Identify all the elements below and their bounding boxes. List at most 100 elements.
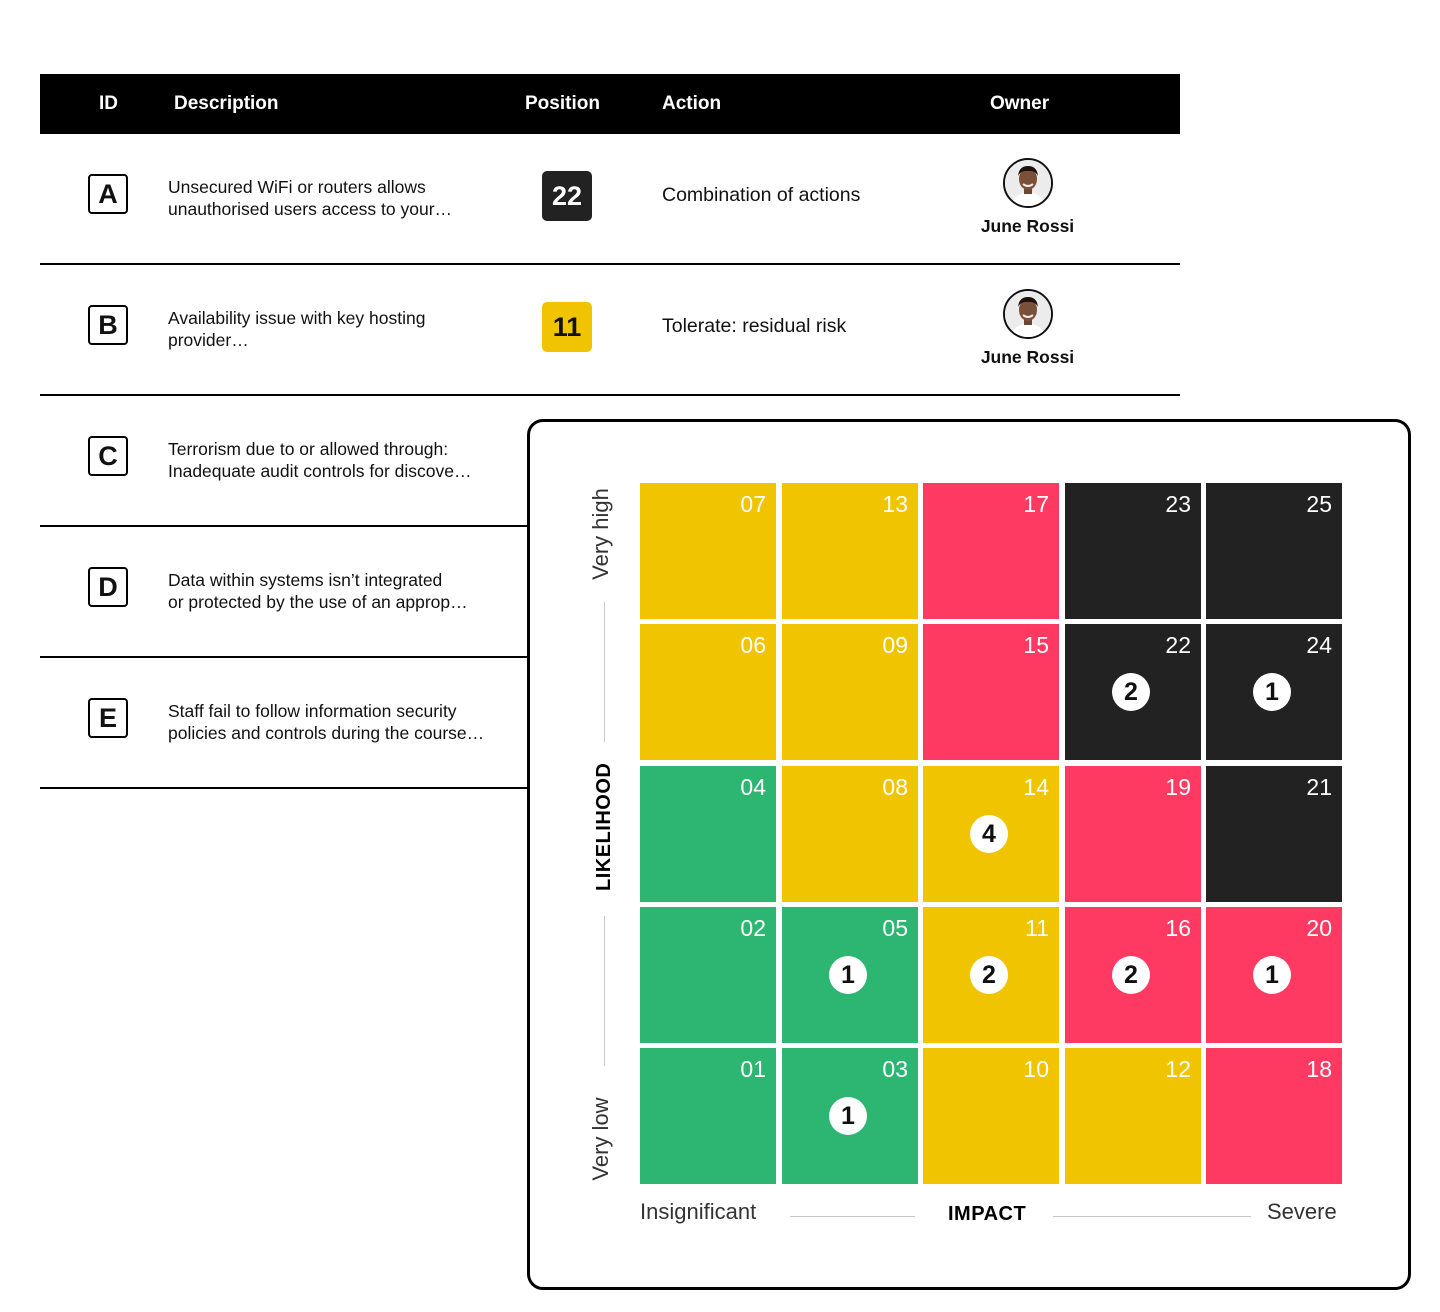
risk-table: ID Description Position Action Owner A U… [40,74,1180,789]
risk-matrix-grid: 07 13 17 23 25 06 09 15 22 2 24 1 04 08 14… [640,483,1343,1184]
table-row[interactable]: A Unsecured WiFi or routers allows unaut… [40,134,1180,265]
owner-name: June Rossi [980,216,1075,236]
table-row[interactable]: E Staff fail to follow information secur… [40,658,1180,789]
avatar [1002,158,1053,208]
risk-description: Terrorism due to or allowed through: Ina… [168,439,472,481]
cell-score: 19 [1165,774,1191,800]
risk-description: Data within systems isn’t integrated or … [168,570,468,612]
table-header: ID Description Position Action Owner [40,74,1180,134]
matrix-cell[interactable]: 10 [923,1048,1059,1184]
risk-count-badge[interactable]: 1 [829,1097,867,1135]
risk-description: Availability issue with key hosting prov… [168,308,426,350]
matrix-cell[interactable]: 12 [1065,1048,1201,1184]
cell-score: 12 [1165,1056,1191,1082]
matrix-cell[interactable]: 21 [1206,766,1342,902]
position-badge: 11 [542,302,592,352]
impact-axis-line-left [790,1216,915,1217]
matrix-cell[interactable]: 17 [923,483,1059,619]
matrix-cell[interactable]: 01 [640,1048,776,1184]
risk-id-badge: B [88,305,128,345]
cell-score: 13 [882,491,908,517]
cell-score: 18 [1306,1056,1332,1082]
likelihood-low-label: Very low [588,1097,613,1181]
risk-id-badge: E [88,698,128,738]
matrix-cell[interactable]: 24 1 [1206,624,1342,760]
cell-score: 17 [1023,491,1049,517]
risk-count-badge[interactable]: 1 [829,956,867,994]
risk-count-badge[interactable]: 2 [1112,673,1150,711]
cell-score: 11 [1025,915,1049,941]
matrix-cell[interactable]: 13 [782,483,918,619]
cell-score: 15 [1023,632,1049,658]
matrix-cell[interactable]: 04 [640,766,776,902]
risk-id-badge: C [88,436,128,476]
matrix-cell[interactable]: 06 [640,624,776,760]
cell-score: 06 [740,632,766,658]
likelihood-axis-title: LIKELIHOOD [593,762,615,891]
impact-high-label: Severe [1267,1199,1337,1224]
matrix-cell[interactable]: 25 [1206,483,1342,619]
cell-score: 08 [882,774,908,800]
risk-count-badge[interactable]: 2 [970,956,1008,994]
risk-count-badge[interactable]: 1 [1253,956,1291,994]
cell-score: 09 [882,632,908,658]
position-badge: 22 [542,171,592,221]
matrix-cell[interactable]: 02 [640,907,776,1043]
header-id: ID [99,93,118,114]
likelihood-high-label: Very high [588,488,613,580]
cell-score: 21 [1306,774,1332,800]
risk-count-badge[interactable]: 1 [1253,673,1291,711]
matrix-cell[interactable]: 09 [782,624,918,760]
matrix-cell[interactable]: 20 1 [1206,907,1342,1043]
impact-axis-title: IMPACT [948,1203,1027,1225]
matrix-cell[interactable]: 14 4 [923,766,1059,902]
matrix-cell[interactable]: 07 [640,483,776,619]
header-description: Description [174,93,279,114]
risk-description: Staff fail to follow information securit… [168,701,485,743]
cell-score: 22 [1165,632,1191,658]
risk-description: Unsecured WiFi or routers allows unautho… [168,177,453,219]
cell-score: 16 [1165,915,1191,941]
table-row[interactable]: C Terrorism due to or allowed through: I… [40,396,1180,527]
header-action: Action [662,93,722,114]
owner-name: June Rossi [980,347,1075,367]
matrix-cell[interactable]: 18 [1206,1048,1342,1184]
table-row[interactable]: B Availability issue with key hosting pr… [40,265,1180,396]
matrix-cell[interactable]: 15 [923,624,1059,760]
cell-score: 07 [740,491,766,517]
matrix-cell[interactable]: 11 2 [923,907,1059,1043]
cell-score: 25 [1306,491,1332,517]
risk-matrix-panel: Very high LIKELIHOOD Very low 07 13 17 2… [527,419,1411,1290]
matrix-cell[interactable]: 05 1 [782,907,918,1043]
risk-id-badge: A [88,174,128,214]
risk-action: Combination of actions [662,184,861,206]
matrix-cell[interactable]: 19 [1065,766,1201,902]
avatar [1002,289,1053,339]
cell-score: 05 [882,915,908,941]
table-row[interactable]: D Data within systems isn’t integrated o… [40,527,1180,658]
header-position: Position [525,93,600,114]
cell-score: 01 [740,1056,766,1082]
risk-id-badge: D [88,567,128,607]
risk-count-badge[interactable]: 2 [1112,956,1150,994]
cell-score: 20 [1306,915,1332,941]
impact-axis-line-right [1053,1216,1251,1217]
risk-owner[interactable]: June Rossi [960,289,1095,368]
cell-score: 10 [1023,1056,1049,1082]
cell-score: 02 [740,915,766,941]
risk-count-badge[interactable]: 4 [970,815,1008,853]
matrix-cell[interactable]: 23 [1065,483,1201,619]
matrix-cell[interactable]: 03 1 [782,1048,918,1184]
cell-score: 03 [882,1056,908,1082]
risk-owner[interactable]: June Rossi [960,158,1095,237]
cell-score: 14 [1023,774,1049,800]
matrix-cell[interactable]: 22 2 [1065,624,1201,760]
likelihood-axis-line-bottom [604,916,605,1066]
matrix-cell[interactable]: 08 [782,766,918,902]
impact-low-label: Insignificant [640,1199,757,1224]
risk-action: Tolerate: residual risk [662,315,847,337]
cell-score: 04 [740,774,766,800]
matrix-cell[interactable]: 16 2 [1065,907,1201,1043]
cell-score: 23 [1165,491,1191,517]
header-owner: Owner [990,93,1050,114]
